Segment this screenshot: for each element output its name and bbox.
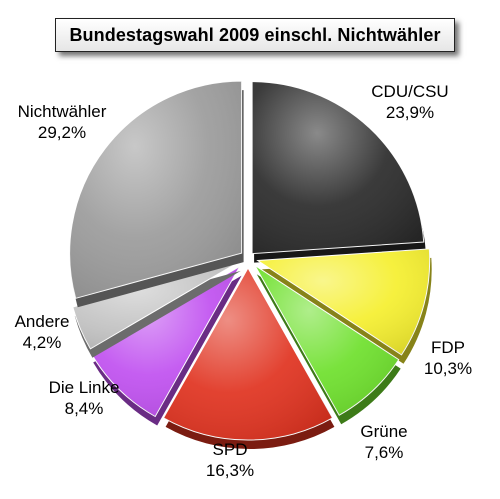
slice-label-grüne: Grüne 7,6% (360, 422, 407, 462)
pie-slice-side-andere (74, 270, 241, 358)
slice-label-spd: SPD 16,3% (206, 440, 254, 480)
pie-slice-highlight-andere (72, 261, 239, 349)
slice-label-name: Grüne (360, 422, 407, 441)
slice-label-value: 4,2% (23, 333, 62, 352)
pie-slice-highlight-nichtwähler (69, 81, 242, 299)
pie-slice-highlight-grüne (254, 265, 399, 416)
slice-label-value: 8,4% (65, 399, 104, 418)
chart-title: Bundestagswahl 2009 einschl. Nichtwähler (69, 24, 441, 45)
slice-label-andere: Andere 4,2% (15, 312, 70, 352)
slice-label-name: Andere (15, 312, 70, 331)
pie-slice-highlight-cdu-csu (252, 81, 424, 254)
slice-label-nichtwähler: Nichtwähler 29,2% (18, 102, 107, 142)
slice-label-value: 16,3% (206, 461, 254, 480)
pie-slice-highlight-spd (163, 268, 333, 441)
slice-label-name: SPD (213, 440, 248, 459)
pie-slice-highlight-die-linke (91, 266, 240, 417)
chart-title-box: Bundestagswahl 2009 einschl. Nichtwähler (55, 18, 455, 52)
slice-label-name: Nichtwähler (18, 102, 107, 121)
pie-slice-highlight-fdp (257, 248, 430, 355)
slice-label-cdu-csu: CDU/CSU 23,9% (371, 82, 448, 122)
slice-label-value: 23,9% (386, 103, 434, 122)
slice-label-name: CDU/CSU (371, 82, 448, 101)
slice-label-name: FDP (431, 338, 465, 357)
slice-label-die-linke: Die Linke 8,4% (49, 378, 120, 418)
slice-label-value: 7,6% (365, 443, 404, 462)
slice-label-name: Die Linke (49, 378, 120, 397)
slice-label-value: 29,2% (38, 123, 86, 142)
slice-label-value: 10,3% (424, 359, 472, 378)
slice-label-fdp: FDP 10,3% (424, 338, 472, 378)
